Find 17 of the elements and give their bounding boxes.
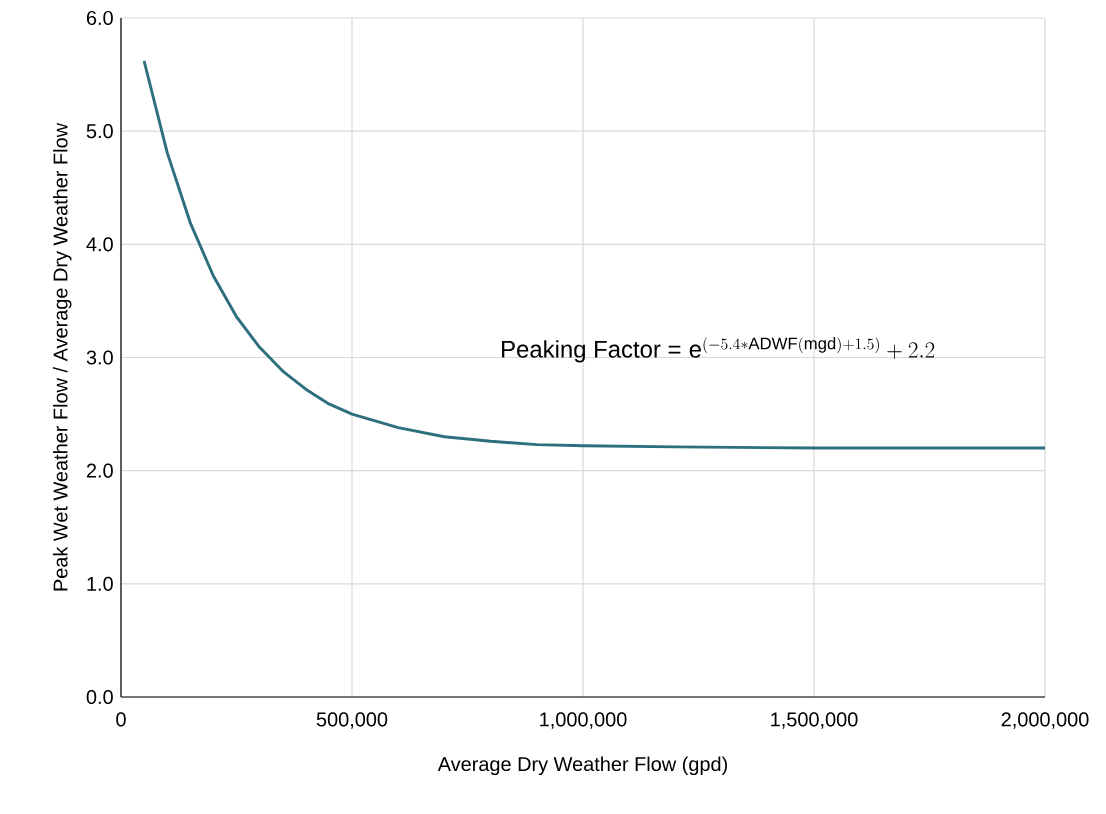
x-tick-label: 1,000,000 [540,712,627,729]
x-axis-title: Average Dry Weather Flow (gpd) [437,756,727,776]
annotation: $\mathrm{e}^{(-5.4*\mathrm{ADWF(mgd)}+1.5)}+2.2$ [689,337,935,359]
x-tick-label: 0 [116,712,126,727]
annotation: Peaking Factor = [502,340,681,363]
x-tick-label: 500,000 [316,712,388,729]
y-tick-label: 4.0 [86,237,113,252]
y-tick-label: 3.0 [86,350,113,365]
line-series [142,59,1047,450]
y-tick-label: 5.0 [86,124,113,139]
y-tick-label: 1.0 [87,576,113,591]
x-tick-label: 2,000,000 [1001,712,1089,729]
y-tick-label: 6.0 [86,10,113,26]
y-tick-label: 2.0 [86,463,113,478]
y-tick-label: 0.0 [86,689,113,705]
y-axis-title: Peak Wet Weather Flow / Average Dry Weather Flow [52,122,72,591]
x-tick-label: 1,500,000 [771,712,858,729]
